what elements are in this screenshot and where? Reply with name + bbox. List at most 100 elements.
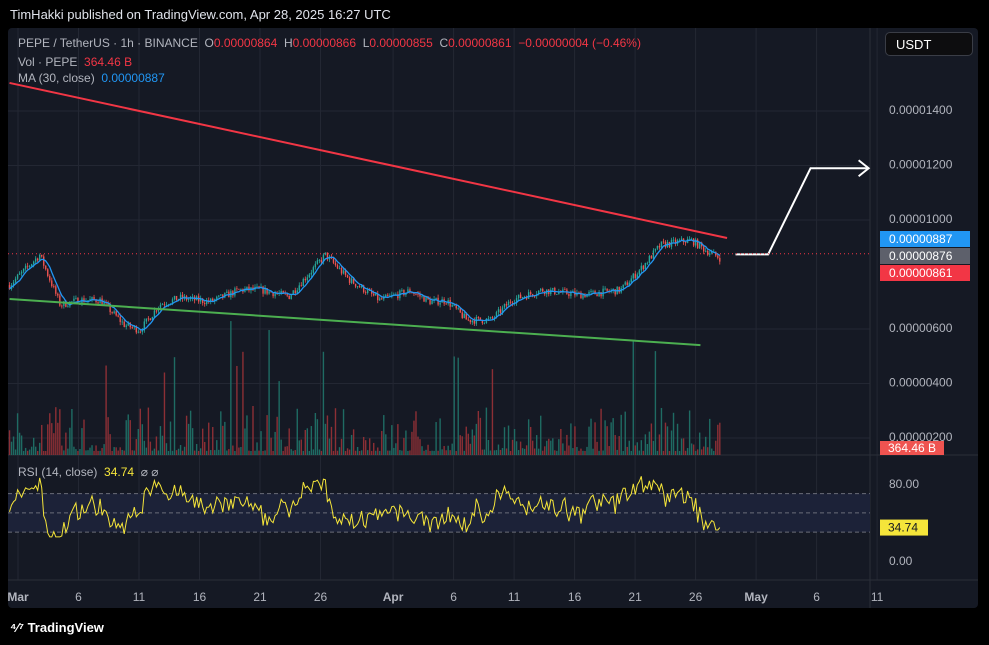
candle-body [30, 264, 33, 266]
volume-bar [123, 450, 125, 455]
candle-body [314, 263, 317, 268]
candle-body [352, 278, 355, 284]
volume-bar [564, 450, 566, 455]
candle-body [59, 295, 61, 306]
candle-body [206, 300, 208, 305]
volume-bar [362, 436, 365, 455]
time-tick-label: 11 [133, 590, 146, 604]
volume-bar [624, 411, 626, 455]
volume-legend[interactable]: Vol · PEPE 364.46 B [18, 55, 132, 69]
volume-bar [459, 435, 461, 455]
candle-body [346, 275, 349, 278]
ma-legend[interactable]: MA (30, close) 0.00000887 [18, 71, 165, 85]
candle-body [562, 289, 564, 293]
candle-body [125, 325, 127, 327]
candle-body [375, 293, 377, 296]
candle-body [218, 295, 220, 297]
candle-body [39, 254, 41, 261]
candle-body [600, 292, 602, 297]
candle-body [161, 304, 164, 306]
symbol-title[interactable]: PEPE / TetherUS · 1h · BINANCE [18, 36, 198, 50]
volume-bar [441, 449, 443, 455]
volume-bar [620, 414, 622, 455]
candle-body [246, 286, 248, 289]
volume-bar [501, 448, 504, 455]
volume-bar [63, 450, 65, 455]
price-label-text: 0.00000876 [889, 249, 953, 263]
volume-bar [443, 446, 445, 455]
candle-body [469, 319, 472, 323]
candle-body [159, 304, 162, 308]
rsi-badge-text: 34.74 [888, 521, 918, 535]
volume-bar [700, 449, 703, 455]
volume-bar [499, 449, 502, 455]
time-tick-label: 6 [813, 590, 820, 604]
volume-bar [326, 415, 329, 455]
volume-bar [199, 448, 202, 455]
volume-bar [143, 440, 146, 455]
rsi-legend[interactable]: RSI (14, close) 34.74 ⌀ ⌀ [18, 465, 159, 479]
candle-body [634, 273, 636, 279]
volume-bar [463, 450, 465, 455]
volume-bar [157, 450, 160, 455]
price-tick-label: 0.00000200 [889, 430, 953, 444]
volume-bar [91, 445, 93, 455]
volume-bar [578, 450, 580, 455]
volume-bar [602, 450, 604, 455]
volume-bar [467, 433, 469, 455]
volume-bar [469, 443, 472, 455]
volume-bar [612, 418, 614, 455]
candle-body [308, 274, 311, 278]
candle-body [286, 293, 288, 296]
candle-body [334, 262, 337, 266]
volume-bar [113, 447, 115, 455]
candle-body [423, 296, 425, 302]
volume-bar [145, 447, 148, 455]
volume-bar [234, 450, 236, 455]
candle-body [552, 288, 554, 290]
candle-body [181, 294, 184, 299]
volume-bar [407, 450, 409, 455]
candle-body [179, 294, 182, 300]
volume-bar [411, 431, 413, 455]
candle-body [662, 241, 665, 243]
volume-label: Vol · PEPE [18, 55, 78, 69]
candle-body [411, 292, 413, 294]
volume-bar [711, 448, 713, 455]
volume-bar [18, 432, 21, 455]
volume-bar [258, 450, 260, 455]
candle-body [258, 286, 260, 288]
volume-bar [576, 446, 578, 455]
chart-canvas[interactable]: 0.00001400 0.00001200 0.00001000 0.00000600… [8, 28, 978, 608]
chart-frame[interactable]: 0.00001400 0.00001200 0.00001000 0.00000600… [8, 28, 978, 608]
volume-bar [449, 450, 451, 455]
volume-bar [542, 450, 544, 455]
volume-bar [465, 426, 467, 455]
volume-bar [598, 450, 600, 455]
volume-bar [427, 444, 429, 455]
volume-bar [682, 438, 685, 455]
volume-bar [322, 351, 325, 455]
volume-bar [208, 422, 210, 455]
volume-bar [250, 450, 252, 455]
volume-bar [483, 449, 486, 455]
candle-body [280, 291, 282, 294]
volume-bar [715, 440, 717, 455]
volume-bar [220, 411, 222, 455]
volume-bar [346, 448, 349, 455]
volume-bar [425, 449, 427, 455]
currency-button[interactable]: USDT [885, 32, 973, 56]
candle-body [558, 292, 560, 295]
volume-bar [622, 450, 624, 455]
volume-bar [676, 423, 679, 455]
tradingview-logo[interactable]: ⁴⁄⁷ TradingView [10, 620, 104, 635]
visibility-icon[interactable]: ⌀ ⌀ [140, 465, 159, 479]
candle-body [644, 263, 647, 270]
candle-body [564, 289, 566, 291]
volume-bar [548, 438, 550, 455]
volume-bar [284, 446, 286, 455]
candle-body [719, 257, 721, 262]
price-tick-label: 0.00000600 [889, 321, 953, 335]
time-tick-label: 21 [253, 590, 267, 604]
candle-body [165, 304, 168, 306]
